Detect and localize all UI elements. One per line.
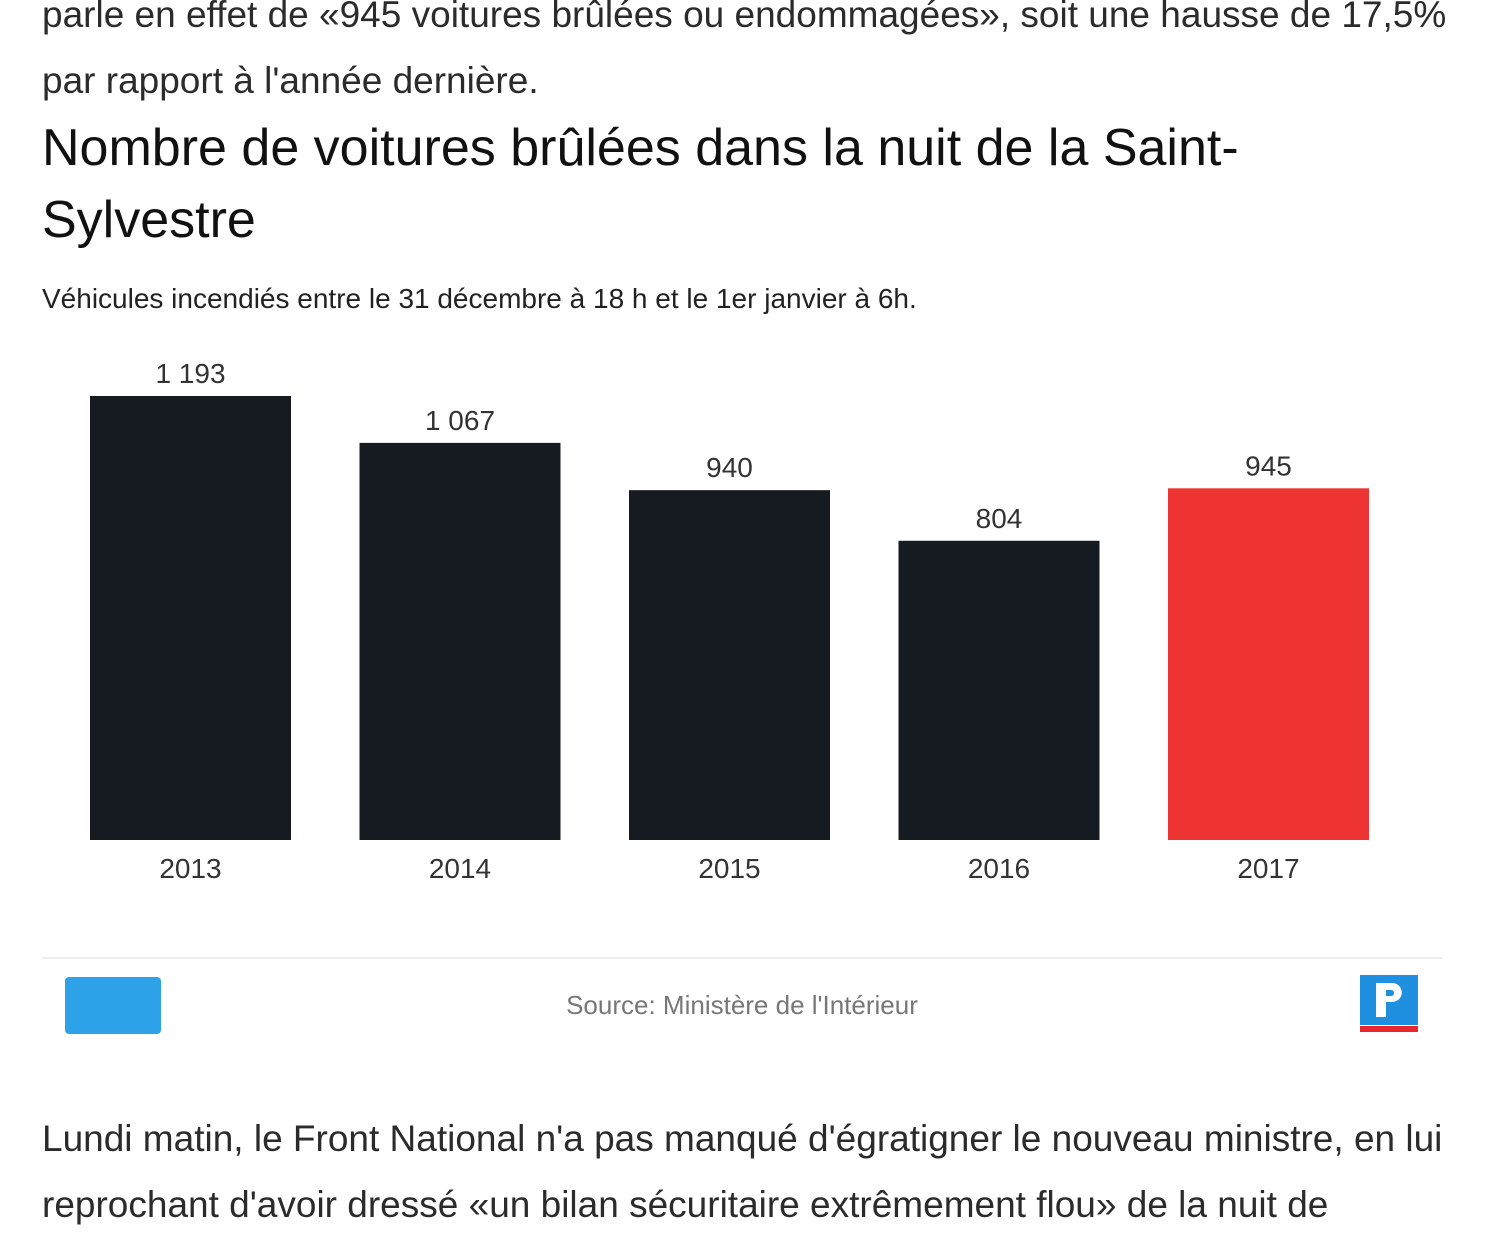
- x-tick-label-2015: 2015: [698, 853, 760, 884]
- bar-2016: [898, 540, 1100, 840]
- bar-2013: [90, 396, 291, 840]
- bar-chart: 1 193 2013 1 067 2014 940 2015 804 2016 945 2017: [90, 358, 1369, 884]
- x-tick-label-2016: 2016: [968, 853, 1030, 884]
- article-paragraph-before: parle en effet de «945 voitures brûlées …: [42, 0, 1447, 101]
- data-label-2015: 940: [706, 452, 753, 483]
- share-button[interactable]: [65, 977, 161, 1034]
- le-parisien-logo-icon[interactable]: [1360, 975, 1418, 1033]
- x-tick-label-2014: 2014: [429, 853, 491, 884]
- data-label-2013: 1 193: [155, 358, 225, 389]
- bar-2014: [359, 442, 561, 840]
- x-tick-label-2017: 2017: [1237, 853, 1299, 884]
- data-label-2014: 1 067: [425, 405, 495, 436]
- x-tick-label-2013: 2013: [159, 853, 221, 884]
- article-paragraph-after: Lundi matin, le Front National n'a pas m…: [42, 1118, 1443, 1225]
- bar-2017: [1168, 488, 1369, 840]
- data-label-2017: 945: [1245, 450, 1292, 481]
- data-label-2016: 804: [976, 503, 1023, 534]
- chart-subtitle: Véhicules incendiés entre le 31 décembre…: [42, 283, 917, 314]
- chart-source: Source: Ministère de l'Intérieur: [566, 990, 918, 1020]
- bar-2015: [629, 490, 830, 840]
- divider: [42, 957, 1442, 959]
- chart-title: Nombre de voitures brûlées dans la nuit …: [42, 119, 1239, 249]
